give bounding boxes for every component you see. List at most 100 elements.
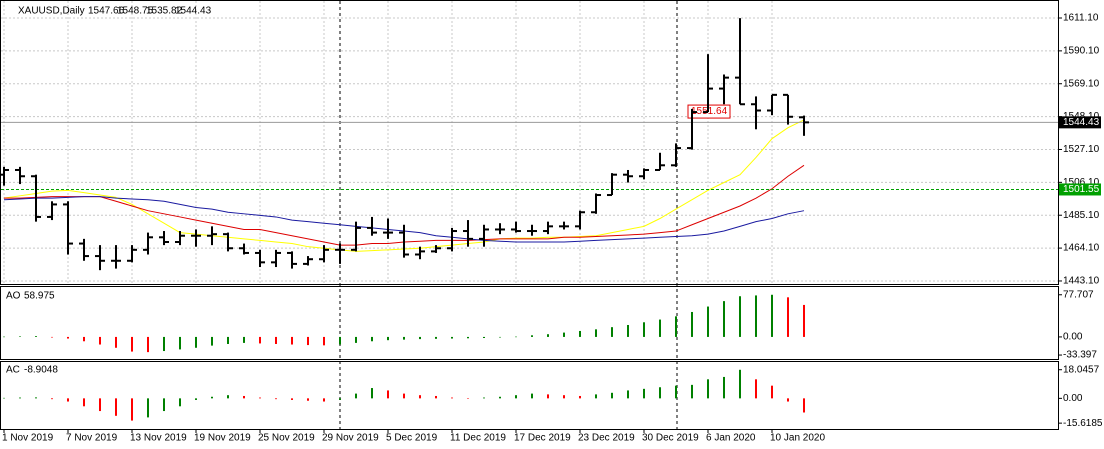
histogram-bar [803, 304, 805, 337]
x-tick-label: 6 Jan 2020 [706, 433, 756, 444]
x-tick-label: 11 Dec 2019 [450, 433, 506, 444]
histogram-bar [563, 395, 565, 399]
y-tick-label: 0.00 [1063, 332, 1083, 343]
histogram-bar [307, 398, 309, 401]
y-tick-label: 1506.10 [1063, 177, 1100, 188]
histogram-bar [275, 398, 277, 400]
histogram-bar [83, 336, 85, 342]
y-tick-label: 77.707 [1063, 289, 1094, 300]
histogram-bar [531, 335, 533, 337]
histogram-bar [723, 301, 725, 337]
histogram-bar [3, 397, 5, 399]
histogram-bar [691, 311, 693, 337]
ohlc-low: 1535.82 [146, 6, 183, 17]
symbol-title: XAUUSD,Daily [18, 6, 85, 17]
y-tick-label: -15.6185 [1063, 418, 1103, 429]
histogram-bar [787, 398, 789, 402]
histogram-bar [163, 398, 165, 412]
histogram-bar [675, 385, 677, 399]
y-tick-label: -33.397 [1063, 350, 1097, 361]
x-tick-label: 25 Nov 2019 [258, 433, 315, 444]
ohlc-close: 1544.43 [175, 6, 212, 17]
histogram-bar [35, 397, 37, 399]
y-tick-label: 1464.10 [1063, 243, 1100, 254]
histogram-bar [579, 330, 581, 337]
histogram-bar [723, 376, 725, 399]
histogram-bar [323, 336, 325, 346]
histogram-bar [83, 398, 85, 407]
histogram-bar [467, 398, 469, 399]
histogram-bar [579, 395, 581, 399]
ac-frame [0, 361, 1059, 430]
histogram-bar [275, 336, 277, 344]
histogram-bar [259, 336, 261, 344]
histogram-bar [595, 329, 597, 337]
price-tag [1059, 116, 1101, 129]
x-tick-label: 30 Dec 2019 [642, 433, 699, 444]
histogram-bar [163, 336, 165, 352]
histogram-bar [195, 336, 197, 348]
histogram-bar [19, 397, 21, 399]
y-tick-label: 0.00 [1063, 393, 1083, 404]
histogram-bar [659, 387, 661, 399]
histogram-bar [483, 336, 485, 339]
histogram-bar [355, 393, 357, 399]
histogram-bar [515, 395, 517, 399]
ao-frame [0, 286, 1059, 360]
x-tick-label: 5 Dec 2019 [386, 433, 438, 444]
y-tick-label: 1527.10 [1063, 144, 1100, 155]
histogram-bar [627, 324, 629, 337]
histogram-bar [195, 398, 197, 400]
histogram-bar [67, 398, 69, 402]
histogram-bar [643, 322, 645, 337]
histogram-bar [691, 384, 693, 399]
histogram-bar [99, 398, 101, 412]
histogram-bar [51, 398, 53, 400]
histogram-bar [787, 297, 789, 337]
histogram-bar [387, 336, 389, 341]
histogram-bar [419, 395, 421, 399]
histogram-bar [131, 336, 133, 352]
histogram-bar [211, 396, 213, 399]
histogram-bar [227, 336, 229, 344]
x-tick-label: 7 Nov 2019 [66, 433, 118, 444]
histogram-bar [355, 336, 357, 343]
histogram-bar [531, 393, 533, 399]
histogram-bar [339, 398, 341, 400]
x-tick-label: 19 Nov 2019 [194, 433, 251, 444]
histogram-bar [51, 336, 53, 338]
x-tick-label: 13 Nov 2019 [130, 433, 187, 444]
histogram-bar [403, 336, 405, 340]
histogram-bar [99, 336, 101, 345]
price-tag-label: 1544.43 [1063, 117, 1100, 128]
x-tick-label: 17 Dec 2019 [514, 433, 571, 444]
histogram-bar [131, 398, 133, 421]
histogram-bar [435, 395, 437, 399]
ohlc-high: 1548.75 [117, 6, 154, 17]
histogram-bar [675, 316, 677, 337]
histogram-bar [67, 336, 69, 339]
histogram-bar [595, 394, 597, 399]
x-tick-label: 29 Nov 2019 [322, 433, 379, 444]
histogram-bar [547, 394, 549, 399]
histogram-bar [291, 398, 293, 400]
price-tag [1059, 183, 1101, 196]
histogram-bar [659, 319, 661, 337]
histogram-bar [563, 332, 565, 337]
histogram-bar [371, 388, 373, 399]
histogram-bar [387, 390, 389, 399]
y-tick-label: 1611.10 [1063, 13, 1099, 24]
histogram-bar [147, 336, 149, 353]
histogram-bar [243, 336, 245, 343]
y-tick-label: 1590.10 [1063, 46, 1100, 57]
histogram-bar [803, 398, 805, 413]
histogram-bar [771, 385, 773, 399]
histogram-bar [227, 395, 229, 399]
histogram-bar [259, 397, 261, 399]
x-tick-label: 1 Nov 2019 [2, 433, 54, 444]
histogram-bar [35, 336, 37, 337]
histogram-bar [483, 397, 485, 399]
y-tick-label: 1443.10 [1063, 276, 1100, 287]
histogram-bar [403, 393, 405, 399]
